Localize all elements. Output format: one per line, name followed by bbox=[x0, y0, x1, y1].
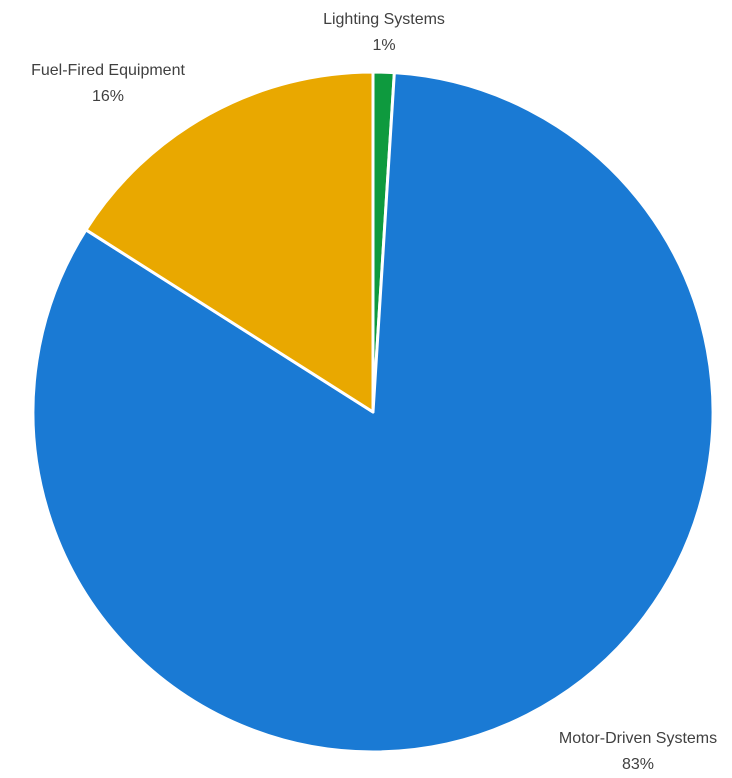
slice-label-name: Lighting Systems bbox=[323, 11, 445, 28]
slice-label-value: 16% bbox=[92, 88, 124, 105]
slice-label-value: 83% bbox=[622, 756, 654, 773]
pie-slice-fuel-fired-equipment bbox=[84, 70, 375, 414]
pie-slices bbox=[31, 70, 715, 754]
slice-label-value: 1% bbox=[372, 37, 395, 54]
pie-labels: Lighting Systems 1% Motor-Driven Systems 83… bbox=[31, 11, 717, 773]
slice-label-name: Motor-Driven Systems bbox=[559, 730, 717, 747]
slice-label-name: Fuel-Fired Equipment bbox=[31, 62, 185, 79]
